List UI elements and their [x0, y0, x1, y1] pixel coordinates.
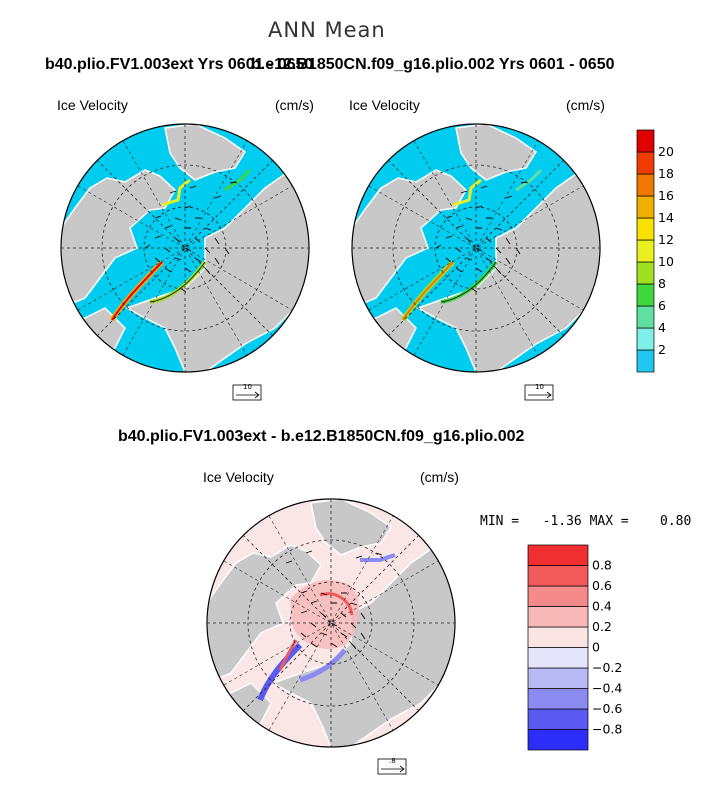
velocity-colorbar-swatch [636, 195, 655, 219]
diff-case-title: b40.plio.FV1.003ext - b.e12.B1850CN.f09_… [118, 428, 525, 445]
right-polar-map [351, 123, 601, 373]
diff-polar-map [206, 498, 456, 748]
difference-colorbar: −0.8 −0.6 −0.4 −0.2 0 0.2 0.4 0.6 0.8 [527, 544, 622, 751]
difference-colorbar-swatch [527, 688, 589, 710]
difference-colorbar-tick-label: 0.4 [592, 599, 612, 614]
difference-colorbar-swatch [527, 708, 589, 730]
velocity-colorbar-swatch [636, 305, 655, 329]
diff-ref-vector-label: .8 [389, 757, 396, 765]
difference-colorbar-tick-label: −0.2 [592, 660, 622, 675]
velocity-colorbar-swatch [636, 283, 655, 307]
difference-colorbar-swatch [527, 729, 589, 751]
velocity-colorbar-swatch [636, 151, 655, 175]
right-arrow-field [435, 181, 528, 293]
difference-colorbar-swatch [527, 585, 589, 607]
velocity-colorbar: 2 4 6 8 10 12 14 16 18 20 [636, 129, 674, 373]
left-arrow-field [144, 181, 237, 293]
velocity-colorbar-swatch [636, 239, 655, 263]
right-panel-label: Ice Velocity [349, 97, 420, 113]
velocity-colorbar-swatch [636, 129, 655, 153]
velocity-colorbar-tick-label: 10 [658, 254, 674, 269]
right-case-title: b.e12.B1850CN.f09_g16.plio.002 Yrs 0601 … [251, 56, 615, 73]
difference-colorbar-swatch [527, 565, 589, 587]
diff-panel-label: Ice Velocity [203, 469, 274, 485]
left-polar-map [60, 123, 310, 373]
velocity-colorbar-swatch [636, 327, 655, 351]
velocity-colorbar-swatch [636, 173, 655, 197]
difference-colorbar-tick-label: 0.2 [592, 619, 612, 634]
right-ref-vector-label: 10 [535, 383, 544, 391]
difference-colorbar-swatch [527, 606, 589, 628]
diff-panel-units: (cm/s) [420, 469, 459, 485]
velocity-colorbar-tick-label: 16 [658, 188, 674, 203]
velocity-colorbar-tick-label: 20 [658, 144, 674, 159]
left-panel-label: Ice Velocity [57, 97, 128, 113]
velocity-colorbar-tick-label: 18 [658, 166, 674, 181]
difference-colorbar-tick-label: −0.8 [592, 722, 622, 737]
velocity-colorbar-tick-label: 4 [658, 320, 666, 335]
diff-reference-vector [377, 758, 407, 775]
left-case-title: b40.plio.FV1.003ext Yrs 0601 - 0650 [45, 56, 314, 73]
difference-colorbar-swatch [527, 647, 589, 669]
difference-colorbar-swatch [527, 626, 589, 648]
difference-colorbar-tick-label: 0 [592, 640, 600, 655]
left-reference-vector [232, 384, 262, 401]
difference-colorbar-tick-label: 0.8 [592, 558, 612, 573]
left-ref-vector-label: 10 [243, 383, 252, 391]
velocity-colorbar-tick-label: 6 [658, 298, 666, 313]
right-panel-units: (cm/s) [566, 97, 605, 113]
velocity-colorbar-swatch [636, 217, 655, 241]
left-panel-units: (cm/s) [275, 97, 314, 113]
velocity-colorbar-tick-label: 2 [658, 342, 666, 357]
velocity-colorbar-swatch [636, 261, 655, 285]
difference-colorbar-swatch [527, 667, 589, 689]
difference-colorbar-tick-label: 0.6 [592, 578, 612, 593]
right-reference-vector [524, 384, 554, 401]
difference-colorbar-swatch [527, 544, 589, 566]
velocity-colorbar-swatch [636, 349, 655, 373]
difference-colorbar-tick-label: −0.4 [592, 681, 622, 696]
velocity-colorbar-tick-label: 8 [658, 276, 666, 291]
min-max-readout: MIN = -1.36 MAX = 0.80 [480, 514, 692, 529]
figure-title: ANN Mean [268, 18, 386, 42]
velocity-colorbar-tick-label: 14 [658, 210, 674, 225]
velocity-colorbar-tick-label: 12 [658, 232, 674, 247]
difference-colorbar-tick-label: −0.6 [592, 701, 622, 716]
